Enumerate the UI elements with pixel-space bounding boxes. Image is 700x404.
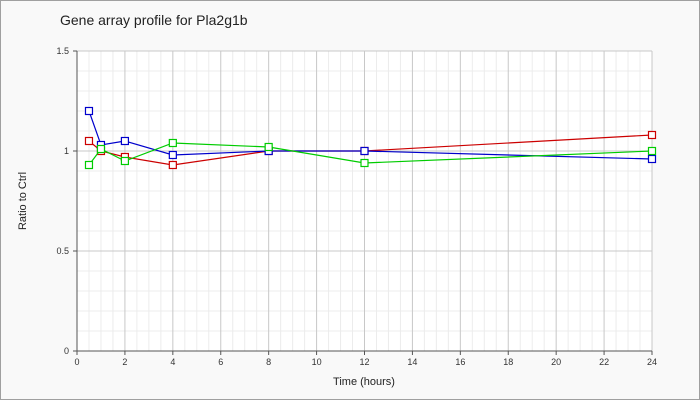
data-point-marker [120,136,130,146]
y-tick-label: 0 [64,346,69,356]
x-tick-label: 2 [122,357,127,367]
x-ticks: 0 2 4 6 8 10 12 14 16 18 20 22 24 [74,351,657,367]
x-tick-label: 0 [74,357,79,367]
x-tick-label: 24 [647,357,657,367]
x-tick-label: 4 [170,357,175,367]
x-tick-label: 12 [359,357,369,367]
data-point-marker [360,146,369,156]
y-tick-label: 1 [64,146,69,156]
data-point-marker [647,130,657,140]
x-tick-label: 16 [455,357,465,367]
data-point-marker [120,156,130,166]
x-tick-label: 14 [407,357,417,367]
data-point-marker [84,136,94,146]
data-point-marker [168,150,177,160]
x-tick-label: 6 [218,357,223,367]
x-tick-label: 8 [266,357,271,367]
data-point-marker [647,146,657,156]
data-point-marker [96,144,106,154]
data-point-marker [84,160,94,170]
chart-title: Gene array profile for Pla2g1b [60,12,248,28]
x-tick-label: 20 [551,357,561,367]
y-tick-label: 0.5 [56,246,69,256]
series-layer [84,106,657,170]
x-tick-label: 18 [503,357,513,367]
y-tick-label: 1.5 [56,46,69,56]
series-3 [84,138,657,170]
data-point-marker [168,160,177,170]
data-point-marker [84,106,94,116]
data-point-marker [647,154,657,164]
y-ticks: 0 0.5 1 1.5 [56,46,77,356]
x-tick-label: 10 [312,357,322,367]
x-axis-label: Time (hours) [333,376,395,388]
data-point-marker [264,142,273,152]
data-point-marker [360,158,369,168]
data-point-marker [168,138,177,148]
y-axis-label: Ratio to Ctrl [17,172,29,230]
x-tick-label: 22 [599,357,609,367]
